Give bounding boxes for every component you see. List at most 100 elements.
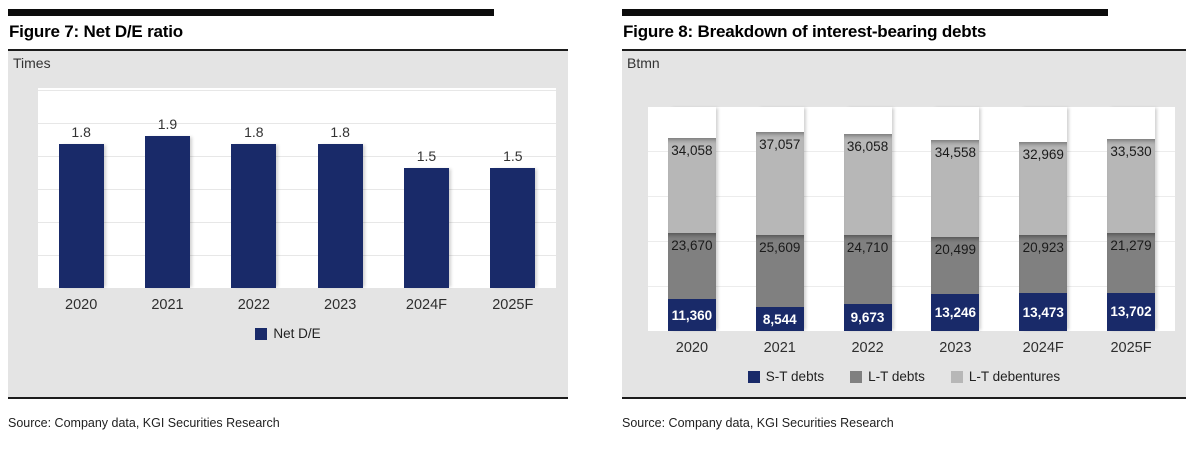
legend-label: L-T debts	[868, 369, 925, 384]
bar-value-label: 1.5	[503, 148, 523, 164]
x-axis-label-2023: 2023	[324, 297, 357, 313]
segment-l-t-debentures-2020: 34,058	[667, 137, 716, 233]
figure-8-debt-breakdown: Figure 8: Breakdown of interest-bearing …	[622, 9, 1186, 457]
legend-swatch-icon	[747, 370, 760, 383]
segment-l-t-debts-2025f: 21,279	[1107, 233, 1156, 293]
bar-slot-2025f: 1.5	[470, 88, 556, 288]
segment-value-label: 33,530	[1110, 144, 1152, 160]
y-axis-unit-label: Btmn	[627, 55, 660, 71]
legend-item-l-t-debts: L-T debts	[850, 369, 925, 384]
bar-slot-2020: 34,058 23,670 11,360	[648, 107, 736, 331]
bar-value-label: 1.5	[416, 148, 437, 164]
legend-swatch-icon	[255, 327, 268, 340]
source-note: Source: Company data, KGI Securities Res…	[622, 416, 894, 430]
bar-slot-2023: 34,558 20,499 13,246	[911, 107, 999, 331]
bar-slot-2021: 37,057 25,609 8,544	[736, 107, 824, 331]
stacked-bar-2022: 36,058 24,710 9,673	[843, 107, 892, 331]
segment-l-t-debentures-2022: 36,058	[843, 133, 892, 235]
bar-2020	[58, 144, 104, 288]
bar-slot-2023: 1.8	[297, 88, 383, 288]
bar-slot-2025f: 33,530 21,279 13,702	[1087, 107, 1175, 331]
bar-slot-2022: 1.8	[211, 88, 297, 288]
x-axis-label-2024f: 2024F	[1022, 340, 1064, 356]
bar-slot-2021: 1.9	[124, 88, 210, 288]
x-axis-label-2025f: 2025F	[1110, 340, 1152, 356]
segment-value-label: 20,499	[934, 241, 977, 257]
bar-slot-2020: 1.8	[38, 88, 124, 288]
stacked-bar-2021: 37,057 25,609 8,544	[755, 107, 804, 331]
segment-l-t-debentures-2021: 37,057	[755, 131, 804, 236]
bar-slot-2024f: 1.5	[383, 88, 469, 288]
segment-s-t-debts-2020: 11,360	[667, 299, 716, 331]
bar-slot-2022: 36,058 24,710 9,673	[824, 107, 912, 331]
x-axis-label-2021: 2021	[763, 340, 796, 356]
stacked-bar-2020: 34,058 23,670 11,360	[667, 107, 716, 331]
x-axis-label-2024f: 2024F	[405, 297, 448, 313]
figure-7-net-de-ratio: Figure 7: Net D/E ratio Times 1.8 1.9 1.8 1…	[8, 9, 568, 457]
segment-l-t-debentures-2023: 34,558	[931, 139, 980, 237]
bar-2024f	[403, 168, 449, 288]
stacked-bar-2024f: 32,969 20,923 13,473	[1019, 107, 1068, 331]
legend-item-net-d-e: Net D/E	[255, 326, 321, 341]
segment-value-label: 13,702	[1110, 304, 1152, 320]
segment-value-label: 36,058	[846, 138, 889, 154]
chart-legend: S-T debts L-T debts L-T debentures	[622, 369, 1186, 384]
bar-slot-2024f: 32,969 20,923 13,473	[999, 107, 1087, 331]
x-axis-labels: 2020 2021 2022 2023 2024F 2025F	[38, 288, 556, 313]
segment-value-label: 11,360	[671, 307, 713, 323]
legend-label: S-T debts	[765, 369, 825, 384]
legend-item-s-t-debts: S-T debts	[747, 369, 825, 384]
segment-l-t-debentures-2025f: 33,530	[1107, 139, 1156, 234]
chart-panel: Times 1.8 1.9 1.8 1.8 1.5 1.5 2020 2021 2022 202…	[8, 49, 568, 399]
legend-swatch-icon	[950, 370, 963, 383]
figure-top-rule	[622, 9, 1108, 16]
x-axis-label-2025f: 2025F	[492, 297, 534, 313]
segment-l-t-debts-2024f: 20,923	[1019, 234, 1068, 294]
segment-l-t-debts-2020: 23,670	[667, 232, 716, 300]
stacked-bar-2023: 34,558 20,499 13,246	[931, 107, 980, 331]
figure-top-rule	[8, 9, 494, 16]
legend-item-l-t-debentures: L-T debentures	[950, 369, 1060, 384]
bar-value-label: 1.8	[71, 124, 91, 140]
segment-value-label: 21,279	[1110, 238, 1152, 254]
bar-2022	[231, 144, 277, 288]
x-axis-label-2022: 2022	[237, 297, 270, 313]
segment-value-label: 34,558	[934, 144, 977, 160]
x-axis-labels: 2020 2021 2022 2023 2024F 2025F	[648, 331, 1175, 356]
segment-l-t-debts-2021: 25,609	[755, 235, 804, 308]
segment-s-t-debts-2023: 13,246	[931, 293, 980, 331]
plot-area: 1.8 1.9 1.8 1.8 1.5 1.5	[38, 88, 556, 288]
x-axis-label-2020: 2020	[65, 297, 98, 313]
segment-value-label: 9,673	[850, 309, 885, 325]
legend-swatch-icon	[850, 370, 863, 383]
bar-value-label: 1.8	[330, 124, 350, 140]
segment-l-t-debts-2023: 20,499	[931, 236, 980, 294]
segment-value-label: 37,057	[759, 136, 801, 152]
x-axis-label-2020: 2020	[675, 340, 709, 356]
segment-s-t-debts-2022: 9,673	[843, 303, 892, 331]
legend-label: Net D/E	[273, 326, 321, 341]
segment-value-label: 34,058	[671, 142, 713, 158]
segment-s-t-debts-2024f: 13,473	[1019, 293, 1068, 331]
plot-area: 34,058 23,670 11,360 37,057 25,609 8,544 36,05…	[648, 107, 1175, 331]
segment-value-label: 20,923	[1022, 239, 1064, 255]
bar-2023	[317, 144, 363, 288]
x-axis-label-2021: 2021	[151, 297, 184, 313]
segment-value-label: 8,544	[762, 311, 797, 327]
bar-2025f	[490, 168, 536, 288]
segment-value-label: 13,246	[934, 304, 977, 320]
segment-l-t-debts-2022: 24,710	[843, 234, 892, 304]
segment-l-t-debentures-2024f: 32,969	[1019, 142, 1068, 235]
segment-value-label: 32,969	[1022, 147, 1064, 163]
chart-panel: Btmn 34,058 23,670 11,360 37,057 25,609 8,544…	[622, 49, 1186, 399]
stacked-bar-2025f: 33,530 21,279 13,702	[1107, 107, 1156, 331]
bar-value-label: 1.8	[244, 124, 264, 140]
figure-title: Figure 8: Breakdown of interest-bearing …	[623, 22, 987, 41]
y-axis-unit-label: Times	[13, 55, 51, 71]
segment-s-t-debts-2021: 8,544	[755, 307, 804, 331]
x-axis-label-2023: 2023	[939, 340, 972, 356]
figure-title: Figure 7: Net D/E ratio	[9, 22, 183, 41]
chart-legend: Net D/E	[8, 326, 568, 341]
segment-value-label: 24,710	[846, 239, 889, 255]
